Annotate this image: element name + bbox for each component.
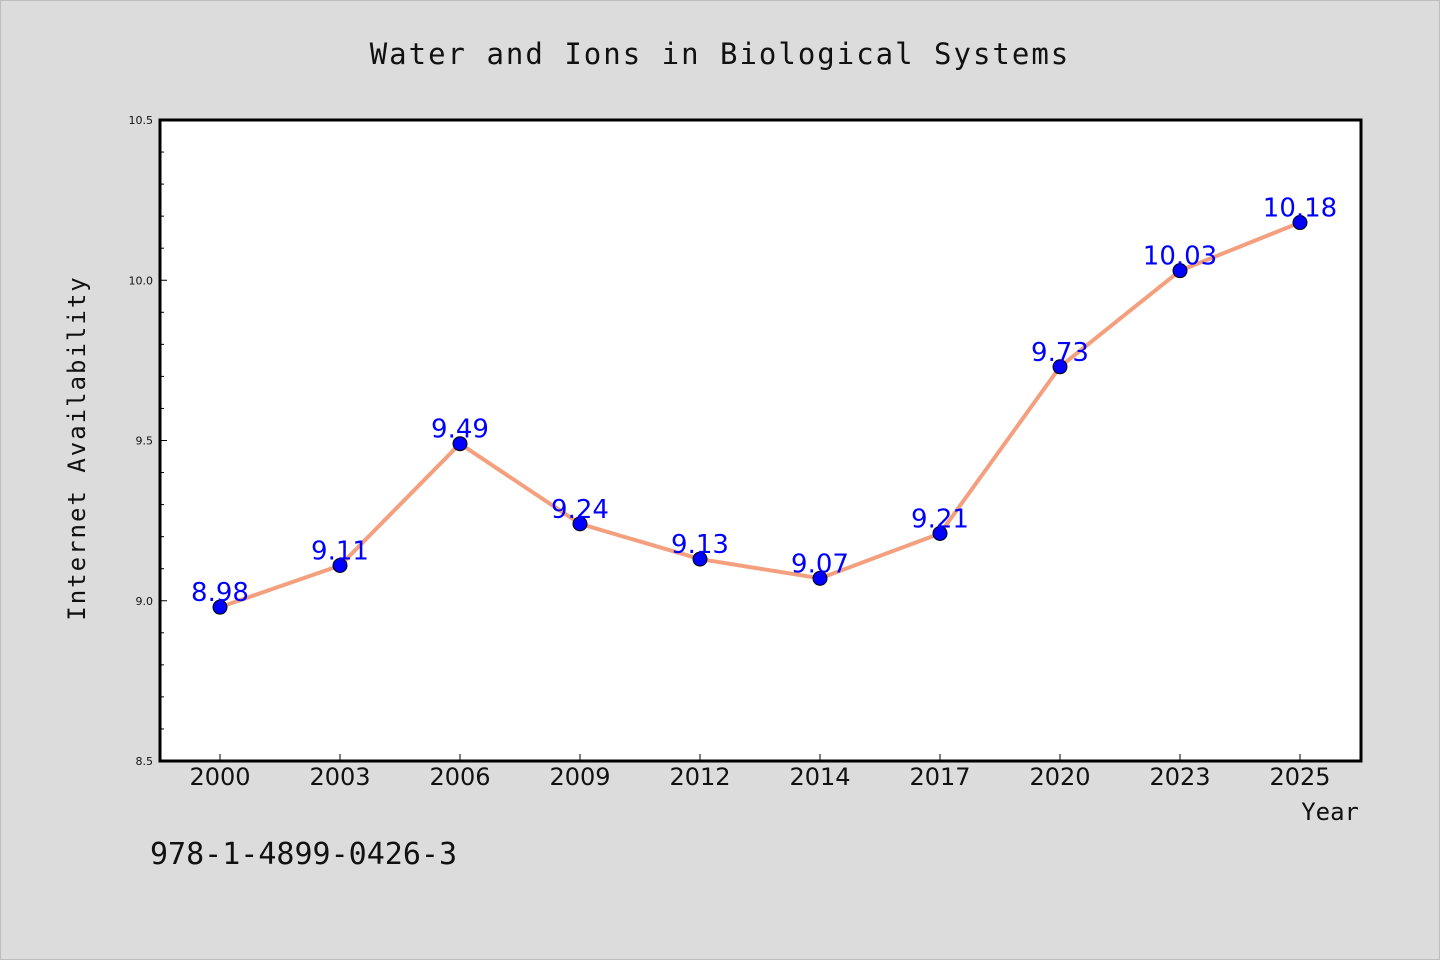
data-point-marker [572, 516, 588, 532]
data-point-marker [452, 436, 468, 452]
plot-frame [158, 118, 1363, 763]
x-tick-label: 2014 [789, 763, 850, 791]
y-axis-ticks: 8.5 9.0 9.5 10.0 10.5 [129, 114, 167, 768]
y-tick-label: 9.5 [136, 435, 154, 448]
data-point-marker [932, 525, 948, 541]
x-tick-label: 2003 [309, 763, 370, 791]
x-tick-label: 2009 [549, 763, 610, 791]
plot-area [160, 120, 1361, 761]
series-markers [212, 215, 1308, 615]
x-tick-label: 2012 [669, 763, 730, 791]
data-point-marker [692, 551, 708, 567]
y-tick-label: 9.0 [136, 595, 154, 608]
data-label: 9.11 [311, 536, 369, 566]
data-label: 9.24 [551, 495, 609, 525]
data-label: 10.03 [1143, 242, 1217, 272]
x-axis-label: Year [1301, 798, 1359, 826]
data-label: 9.07 [791, 549, 849, 579]
x-tick-label: 2006 [429, 763, 490, 791]
y-tick-label: 10.5 [129, 114, 154, 127]
isbn-annotation: 978-1-4899-0426-3 [150, 837, 457, 872]
x-tick-label: 2000 [189, 763, 250, 791]
data-label: 9.13 [671, 530, 729, 560]
data-label: 9.21 [911, 504, 969, 534]
chart-title: Water and Ions in Biological Systems [370, 37, 1071, 71]
series-line [218, 220, 1302, 610]
y-axis-label: Internet Availability [63, 275, 91, 620]
data-point-marker [812, 570, 828, 586]
data-point-marker [1172, 263, 1188, 279]
data-label: 8.98 [191, 578, 249, 608]
x-tick-label: 2025 [1269, 763, 1330, 791]
x-axis-ticks: 2000 2003 2006 2009 2012 2014 2017 2020 2023 2025 [189, 754, 1331, 791]
x-tick-label: 2023 [1149, 763, 1210, 791]
data-label: 9.49 [431, 415, 489, 445]
y-tick-label: 10.0 [129, 274, 154, 287]
data-point-marker [332, 557, 348, 573]
data-point-marker [1292, 215, 1308, 231]
x-tick-label: 2017 [909, 763, 970, 791]
data-labels: 8.98 9.11 9.49 9.24 9.13 9.07 9.21 9.73 10.03 10.… [191, 194, 1337, 609]
data-point-marker [212, 599, 228, 615]
y-tick-label: 8.5 [136, 755, 154, 768]
data-point-marker [1052, 359, 1068, 375]
data-label: 9.73 [1031, 338, 1089, 368]
x-tick-label: 2020 [1029, 763, 1090, 791]
data-label: 10.18 [1263, 194, 1337, 224]
